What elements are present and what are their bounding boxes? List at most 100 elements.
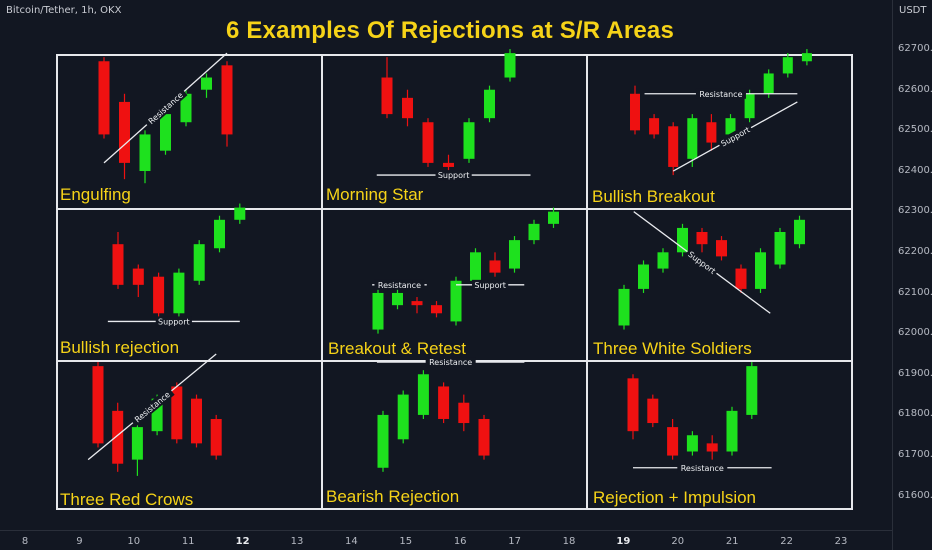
bearish-candle[interactable] [647,398,659,424]
grid-divider-vertical [321,54,323,510]
bullish-candle[interactable] [193,244,205,281]
grid-divider-vertical [586,54,588,510]
bearish-candle[interactable] [402,97,413,119]
bullish-candle[interactable] [794,219,805,245]
line-label-background [435,170,472,181]
bullish-candle[interactable] [725,118,736,135]
bearish-candle[interactable] [381,77,393,115]
bearish-candle[interactable] [422,122,434,163]
symbol-label: Bitcoin/Tether, 1h, OKX [6,5,122,16]
bullish-candle[interactable] [377,414,389,468]
resistance-label: Resistance [681,464,724,473]
line-label-background [677,462,728,473]
price-tick-label: 62200.0 [898,246,932,257]
bearish-candle[interactable] [696,231,708,245]
bullish-candle[interactable] [139,134,151,172]
bullish-candle[interactable] [470,252,481,281]
bearish-candle[interactable] [489,260,501,273]
bullish-candle[interactable] [638,264,649,289]
bearish-candle[interactable] [438,386,450,419]
bullish-candle[interactable] [755,252,766,289]
price-tick-label: 61900.0 [898,367,932,379]
bullish-candle[interactable] [528,223,540,241]
bearish-candle[interactable] [132,268,144,285]
bullish-candle[interactable] [484,89,495,119]
bearish-candle[interactable] [649,118,660,135]
panel-label-engulfing: Engulfing [60,185,131,204]
bullish-candle[interactable] [450,280,462,322]
bullish-candle[interactable] [160,114,171,151]
bullish-candle[interactable] [763,73,774,94]
bullish-candle[interactable] [180,93,192,123]
bearish-candle[interactable] [171,386,183,440]
bullish-candle[interactable] [131,427,143,460]
time-tick-label: 17 [508,536,521,547]
bearish-candle[interactable] [735,268,747,289]
bearish-candle[interactable] [112,410,124,464]
bullish-candle[interactable] [151,398,163,432]
bearish-candle[interactable] [92,366,104,444]
bearish-candle[interactable] [112,244,124,285]
bearish-candle[interactable] [98,61,110,135]
bearish-candle[interactable] [221,65,233,135]
bullish-candle[interactable] [801,53,812,62]
line-label-background [717,123,754,150]
bullish-candle[interactable] [548,211,559,224]
bullish-candle[interactable] [417,374,429,415]
bullish-candle[interactable] [677,227,688,253]
chart-title: 6 Examples Of Rejections at S/R Areas [225,17,675,44]
bearish-candle[interactable] [478,418,490,456]
bullish-candle[interactable] [618,288,630,326]
bearish-candle[interactable] [431,305,442,314]
bearish-candle[interactable] [458,402,470,424]
bearish-candle[interactable] [119,101,130,163]
bearish-candle[interactable] [630,93,640,131]
bearish-candle[interactable] [210,418,222,456]
bullish-candle[interactable] [744,93,755,119]
price-tick-label: 62100.0 [898,286,932,298]
panel-label-rejection-impulsion: Rejection + Impulsion [593,488,757,507]
bullish-candle[interactable] [657,252,669,269]
price-tick-label: 62700.0 [898,43,932,54]
bullish-candle[interactable] [201,77,212,90]
panel-7: Resistance [376,357,525,472]
price-tick-label: 61800.0 [898,408,932,420]
bullish-candle[interactable] [782,57,793,74]
bearish-candle[interactable] [706,443,718,452]
bullish-candle[interactable] [234,207,246,220]
price-tick-label: 62400.0 [898,164,932,176]
bearish-candle[interactable] [191,398,202,444]
time-tick-label: 12 [235,536,250,547]
resistance-label: Resistance [378,281,421,290]
bullish-candle[interactable] [774,231,786,265]
bullish-candle[interactable] [392,292,403,306]
bullish-candle[interactable] [463,122,475,159]
bullish-candle[interactable] [214,219,225,249]
price-axis-divider [892,0,893,550]
bullish-candle[interactable] [173,272,185,314]
bearish-candle[interactable] [716,240,727,257]
bullish-candle[interactable] [687,118,698,159]
bullish-candle[interactable] [686,435,698,452]
bullish-candle[interactable] [372,292,384,330]
time-tick-label: 13 [290,536,304,547]
bullish-candle[interactable] [726,410,738,452]
panel-label-bearish-rejection: Bearish Rejection [326,487,460,506]
bearish-candle[interactable] [667,427,679,456]
bearish-candle[interactable] [627,378,639,432]
time-tick-label: 20 [671,536,685,547]
grid-divider-horizontal [56,208,853,210]
bullish-candle[interactable] [504,53,516,78]
bearish-candle[interactable] [443,162,454,167]
bearish-candle[interactable] [668,126,679,167]
bullish-candle[interactable] [509,240,520,269]
bearish-candle[interactable] [411,301,423,306]
support-label: Support [438,171,470,180]
bullish-candle[interactable] [746,366,758,415]
bearish-candle[interactable] [706,122,717,143]
price-tick-label: 61600.0 [898,489,932,501]
bullish-candle[interactable] [397,394,409,440]
panel-4: Resistance Support [372,207,559,334]
bearish-candle[interactable] [153,276,165,314]
